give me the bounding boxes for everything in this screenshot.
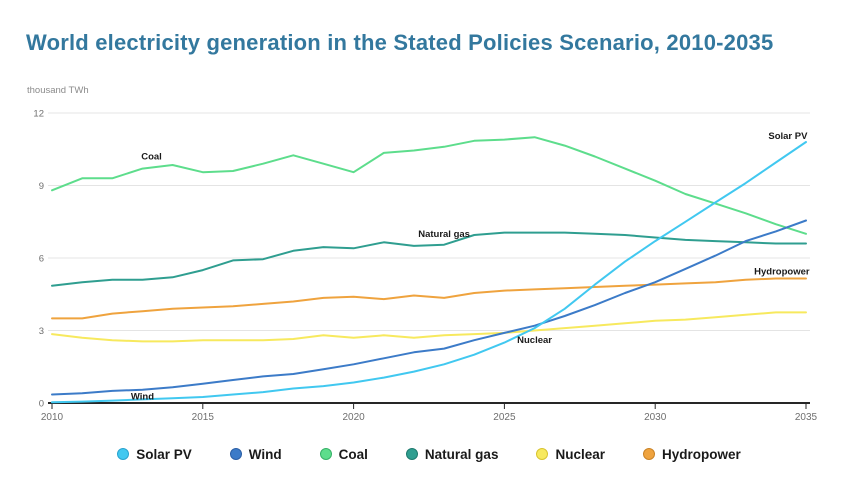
x-tick-label-2015: 2015 xyxy=(192,412,215,423)
legend-label: Coal xyxy=(338,446,368,462)
legend-item-coal[interactable]: Coal xyxy=(319,446,368,462)
coal-legend-dot-icon xyxy=(319,448,332,460)
nuclear-legend-dot-icon xyxy=(536,448,549,460)
natural-gas-legend-dot-icon xyxy=(405,448,418,460)
legend-item-wind[interactable]: Wind xyxy=(229,446,282,462)
series-inline-label-coal: Coal xyxy=(141,152,162,163)
chart-legend: Solar PV Wind Coal Natural gas Nuclear Hydrop… xyxy=(0,443,858,465)
series-inline-label-hydropower: Hydropower xyxy=(754,266,810,277)
y-tick-label-6: 6 xyxy=(39,254,44,265)
y-tick-label-12: 12 xyxy=(33,109,44,120)
series-inline-label-wind: Wind xyxy=(131,391,154,402)
series-line-solar-pv xyxy=(51,141,807,404)
legend-label: Natural gas xyxy=(424,446,499,462)
series-line-natural-gas xyxy=(51,231,807,287)
x-tick-label-2035: 2035 xyxy=(795,412,818,423)
y-tick-label-9: 9 xyxy=(39,181,44,192)
series-inline-label-natural-gas: Natural gas xyxy=(418,229,470,240)
series-line-nuclear xyxy=(51,311,807,343)
legend-item-solar-pv[interactable]: Solar PV xyxy=(117,447,192,462)
legend-label: Solar PV xyxy=(136,446,192,462)
legend-item-nuclear[interactable]: Nuclear xyxy=(536,447,605,462)
legend-label: Wind xyxy=(248,446,282,462)
series-line-hydropower xyxy=(51,277,807,320)
x-tick-label-2020: 2020 xyxy=(342,412,365,423)
solar-pv-legend-dot-icon xyxy=(117,448,130,460)
series-line-wind xyxy=(51,219,807,396)
x-tick-label-2025: 2025 xyxy=(493,412,516,423)
y-tick-label-3: 3 xyxy=(39,326,44,337)
legend-item-natural-gas[interactable]: Natural gas xyxy=(405,446,499,462)
series-inline-label-nuclear: Nuclear xyxy=(517,335,552,346)
series-line-coal xyxy=(51,136,807,235)
wind-legend-dot-icon xyxy=(229,448,242,460)
x-tick-label-2010: 2010 xyxy=(41,412,64,423)
y-tick-label-0: 0 xyxy=(39,399,44,410)
x-tick-label-2030: 2030 xyxy=(644,412,667,423)
legend-item-hydropower[interactable]: Hydropower xyxy=(642,446,741,462)
hydropower-legend-dot-icon xyxy=(642,448,655,460)
legend-label: Nuclear xyxy=(555,446,605,462)
line-chart: 0 3 6 9 12 2010 2015 2020 2025 2030 2035 Coal Natura… xyxy=(33,109,818,424)
series-inline-label-solar-pv: Solar PV xyxy=(768,131,808,142)
page-title: World electricity generation in the Stat… xyxy=(26,30,774,55)
legend-label: Hydropower xyxy=(661,446,741,462)
y-axis-unit-label: thousand TWh xyxy=(27,85,89,96)
